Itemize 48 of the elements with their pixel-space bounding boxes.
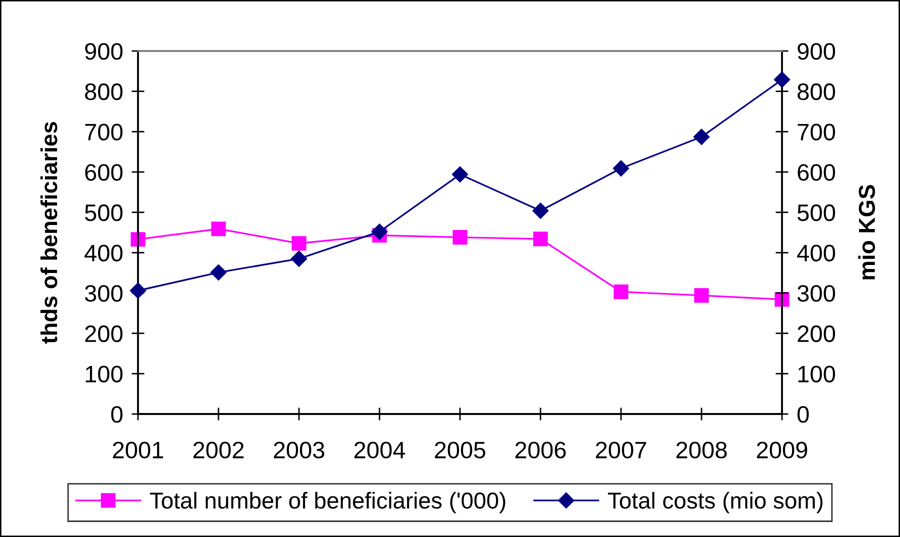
point	[614, 284, 628, 300]
y2-tick-label: 200	[798, 325, 836, 342]
y-tick-label: 700	[85, 124, 122, 140]
legend-label: Total number of beneficiaries ('000)	[150, 492, 506, 514]
point	[774, 72, 790, 88]
point	[532, 202, 549, 219]
y2-axis-title: mio KGS	[858, 185, 876, 280]
x-tick-label: 2004	[354, 442, 406, 458]
point	[452, 230, 468, 245]
y2-tick-label: 100	[798, 366, 836, 382]
y-tick-label: 500	[84, 204, 122, 222]
point	[290, 250, 308, 267]
y2-tick-label: 800	[798, 83, 836, 100]
y2-tick-label: 300	[797, 285, 836, 302]
point	[612, 160, 630, 176]
y-tick-label: 600	[85, 164, 122, 181]
x-tick-label: 2008	[676, 442, 727, 458]
x-tick-label: 2007	[596, 442, 646, 458]
point	[211, 222, 226, 236]
y2-tick-label: 600	[798, 164, 836, 181]
y-tick-label: 400	[84, 244, 122, 262]
point	[694, 288, 709, 303]
point	[533, 232, 548, 246]
x-tick-label: 2009	[756, 442, 808, 458]
x-tick-label: 2002	[193, 442, 244, 458]
y2-tick-label: 500	[798, 204, 836, 222]
point	[693, 128, 710, 145]
y-tick-label: 300	[84, 285, 122, 302]
y-tick-label: 900	[85, 43, 122, 60]
y-tick-label: 100	[86, 366, 122, 382]
legend-label: Total costs (mio som)	[608, 492, 822, 514]
y-tick-label: 800	[85, 83, 122, 100]
y-axis-title: thds of beneficiaries	[40, 122, 58, 344]
point	[371, 224, 388, 240]
point	[210, 264, 227, 280]
x-tick-label: 2006	[515, 442, 566, 458]
x-tick-label: 2003	[274, 442, 324, 458]
y2-tick-label: 900	[798, 43, 836, 60]
x-tick-label: 2001	[112, 442, 164, 458]
y2-tick-label: 400	[797, 244, 836, 262]
y-tick-label: 0	[111, 406, 122, 423]
point	[130, 282, 146, 299]
y2-tick-label: 0	[798, 406, 809, 423]
point	[292, 236, 306, 251]
point	[452, 166, 468, 182]
y2-tick-label: 700	[798, 124, 836, 140]
x-tick-label: 2005	[434, 442, 486, 458]
y-tick-label: 200	[85, 325, 122, 342]
